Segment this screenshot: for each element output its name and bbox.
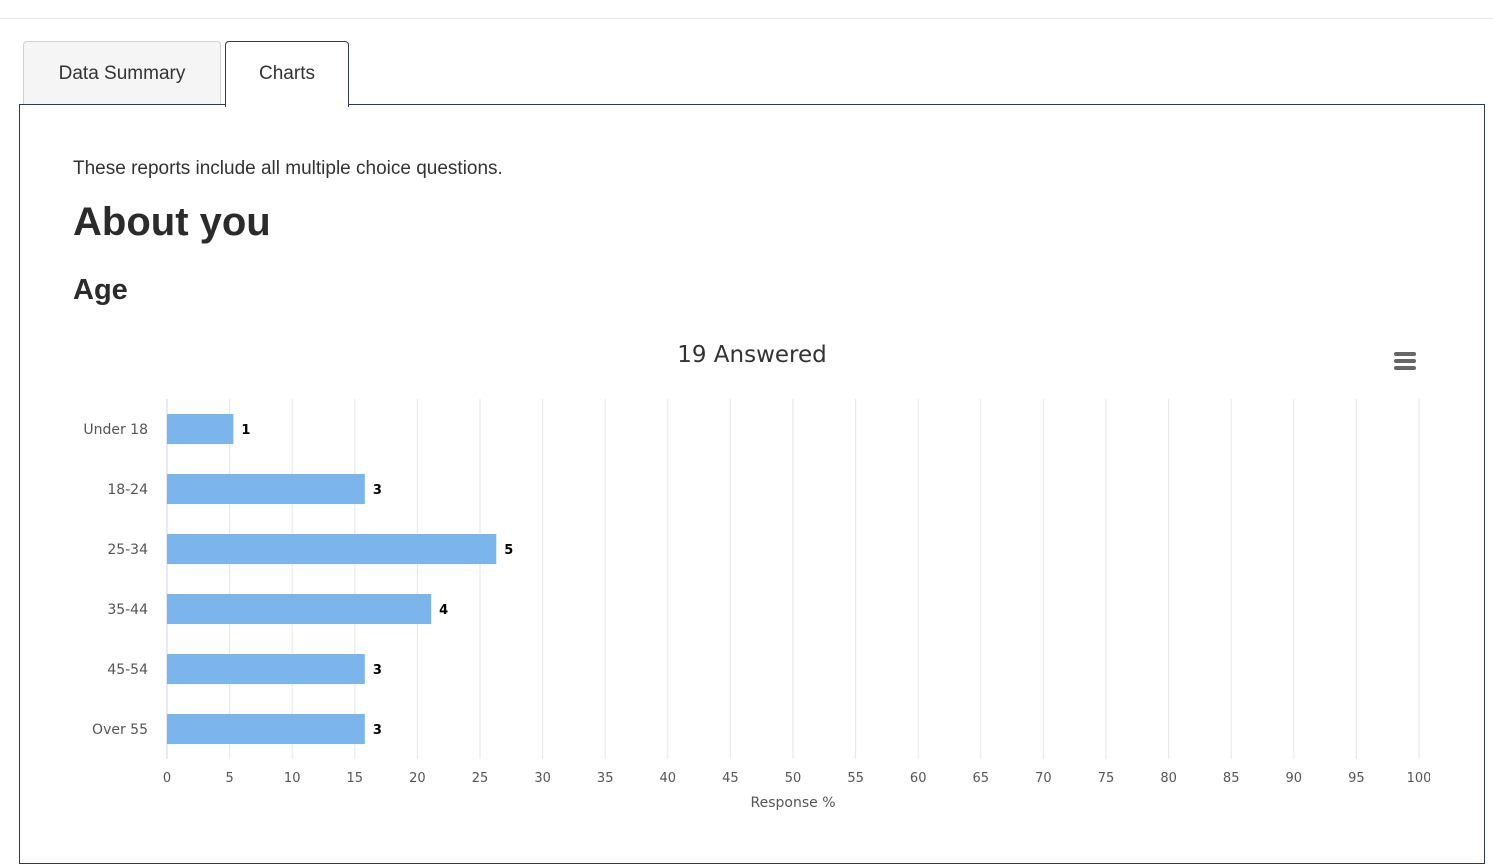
tab-charts[interactable]: Charts bbox=[225, 41, 349, 107]
x-tick-label: 70 bbox=[1035, 771, 1052, 786]
x-tick-label: 55 bbox=[847, 771, 864, 786]
x-tick-label: 80 bbox=[1160, 771, 1177, 786]
x-tick-label: 5 bbox=[225, 771, 233, 786]
section-title: About you bbox=[73, 200, 271, 244]
bar bbox=[167, 714, 365, 744]
data-label: 3 bbox=[373, 723, 382, 738]
x-tick-label: 75 bbox=[1098, 771, 1115, 786]
bar bbox=[167, 654, 365, 684]
x-tick-label: 100 bbox=[1407, 771, 1430, 786]
x-tick-label: 60 bbox=[910, 771, 927, 786]
chart-svg: 19 Answered 0 5 10 15 20 25 30 35 40 45 50 55 60 65 70… bbox=[83, 342, 1431, 811]
x-tick-label: 85 bbox=[1223, 771, 1240, 786]
x-tick-label: 25 bbox=[472, 771, 489, 786]
top-divider bbox=[0, 18, 1493, 19]
y-category-label: 35-44 bbox=[107, 602, 148, 618]
data-label: 3 bbox=[373, 663, 382, 678]
x-tick-label: 35 bbox=[597, 771, 614, 786]
bar bbox=[167, 414, 234, 444]
x-tick-label: 30 bbox=[534, 771, 551, 786]
data-label: 5 bbox=[504, 543, 513, 558]
bar bbox=[167, 534, 497, 564]
bar bbox=[167, 474, 365, 504]
x-tick-label: 45 bbox=[722, 771, 739, 786]
x-tick-label: 0 bbox=[163, 771, 171, 786]
bar bbox=[167, 594, 432, 624]
x-tick-label: 15 bbox=[347, 771, 364, 786]
intro-text: These reports include all multiple choic… bbox=[73, 158, 503, 179]
x-axis-title: Response % bbox=[751, 795, 836, 811]
chart-menu-button[interactable] bbox=[1388, 347, 1422, 375]
x-tick-label: 20 bbox=[409, 771, 426, 786]
y-category-label: 45-54 bbox=[107, 662, 148, 678]
data-label: 4 bbox=[439, 603, 448, 618]
chart-title: 19 Answered bbox=[677, 342, 827, 368]
data-label: 3 bbox=[373, 483, 382, 498]
data-label: 1 bbox=[241, 423, 250, 438]
x-tick-label: 10 bbox=[284, 771, 301, 786]
y-category-label: 25-34 bbox=[107, 542, 148, 558]
y-category-label: Under 18 bbox=[83, 422, 148, 438]
tab-data-summary[interactable]: Data Summary bbox=[23, 41, 221, 105]
x-tick-label: 40 bbox=[660, 771, 677, 786]
x-tick-label: 65 bbox=[973, 771, 990, 786]
question-title: Age bbox=[73, 274, 128, 306]
x-tick-label: 90 bbox=[1286, 771, 1303, 786]
x-tick-label: 95 bbox=[1348, 771, 1365, 786]
y-category-label: Over 55 bbox=[92, 722, 148, 738]
x-tick-label: 50 bbox=[785, 771, 802, 786]
y-category-label: 18-24 bbox=[107, 482, 148, 498]
age-chart: 19 Answered 0 5 10 15 20 25 30 35 40 45 50 55 60 65 70… bbox=[70, 335, 1431, 830]
hamburger-menu-icon bbox=[1394, 352, 1416, 370]
